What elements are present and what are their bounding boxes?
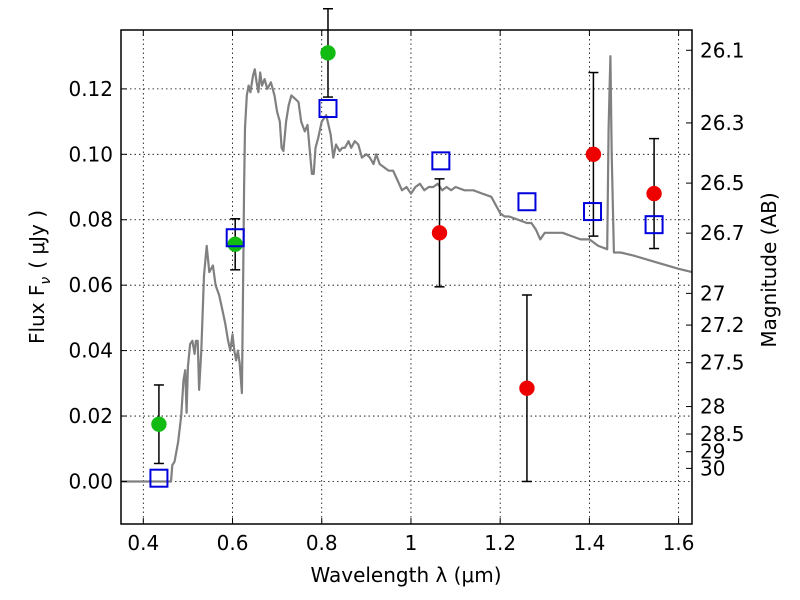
data-point [227,236,243,253]
y-tick-label: 0.08 [68,208,113,232]
x-tick-label: 1.2 [484,531,516,555]
mag-tick-label: 26.5 [700,171,745,195]
model-square [318,99,338,119]
model-square [517,192,537,212]
mag-tick-label: 27.2 [700,313,745,337]
grid [121,30,692,524]
model-spectrum [121,55,693,483]
data-point [151,416,167,432]
mag-tick-label: 28 [700,395,725,419]
mag-tick-label: 26.1 [700,38,745,62]
x-tick-label: 1.6 [663,531,695,555]
axis-ticks: 0.4 0.6 0.8 1 1.2 1.4 1.6 0.00 0.02 0.04 0.06 0.08 0… [68,30,745,555]
mag-tick-label: 28.5 [700,422,745,446]
x-tick-label: 1 [405,531,418,555]
data-point [431,225,448,241]
x-tick-label: 0.6 [217,531,249,555]
mag-tick-label: 29 [700,440,725,464]
model-square [431,151,451,171]
y-axis-title-main: Flux F [25,285,49,344]
y-tick-label: 0.02 [68,404,113,428]
x-tick-label: 0.8 [306,531,338,555]
spectrum-line [121,55,693,483]
mag-tick-label: 27.5 [700,351,745,375]
mag-tick-label: 26.3 [700,111,745,135]
y-axis-title: Flux Fν ( μJy ) [25,210,54,344]
plot-frame [120,29,693,525]
model-square [149,468,169,488]
mag-tick-label: 27 [700,281,725,305]
model-square [225,228,245,248]
y-tick-label: 0.12 [68,77,113,101]
y-axis-title-unit: ( μJy ) [25,210,49,269]
data-point [646,185,662,202]
y-tick-label: 0.06 [68,273,113,297]
model-square [644,215,664,235]
y-axis-title-sub: ν [38,277,54,285]
data-point [320,45,336,61]
y-tick-label: 0.00 [68,469,113,493]
x-axis-title: Wavelength λ (μm) [310,563,501,587]
right-axis-title: Magnitude (AB) [757,192,781,347]
model-square [583,202,603,222]
x-tick-label: 1.4 [573,531,605,555]
y-tick-label: 0.10 [68,142,113,166]
data-point [585,146,602,163]
x-tick-label: 0.4 [127,531,159,555]
y-tick-label: 0.04 [68,339,113,363]
mag-tick-label: 26.7 [700,221,745,245]
mag-tick-label: 30 [700,456,725,480]
data-point [519,380,535,396]
data-points [149,7,664,488]
